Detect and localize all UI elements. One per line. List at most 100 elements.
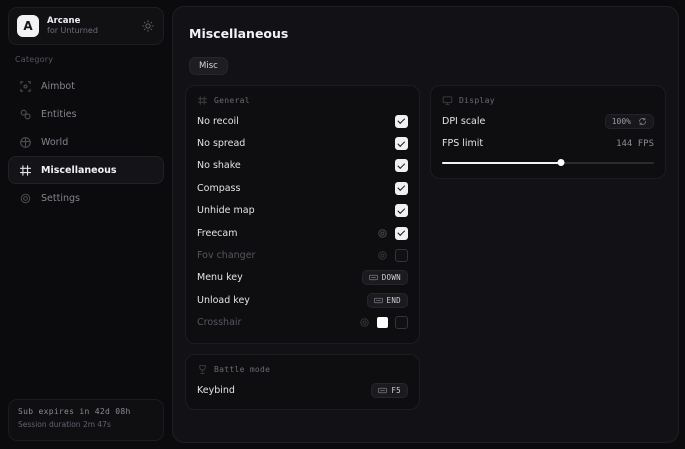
row-controls: [395, 204, 408, 218]
crosshair-icon: [19, 80, 32, 93]
row-no-recoil[interactable]: No recoil: [197, 110, 408, 132]
row-controls: [395, 159, 408, 173]
row-no-spread[interactable]: No spread: [197, 132, 408, 154]
fps-limit-value: 144 FPS: [616, 138, 654, 149]
sidebar-item-settings[interactable]: Settings: [8, 184, 164, 212]
gear-icon[interactable]: [359, 317, 370, 328]
sidebar-item-miscellaneous[interactable]: Miscellaneous: [8, 156, 164, 184]
row-controls: F5: [371, 382, 408, 398]
refresh-icon: [638, 117, 647, 126]
row-battle-keybind[interactable]: Keybind F5: [197, 379, 408, 401]
status-card: Sub expires in 42d 08h Session duration …: [8, 399, 164, 441]
general-rows: No recoil No spread No shake: [186, 106, 419, 334]
tab-row: Misc: [189, 53, 228, 75]
checkbox-fov-changer[interactable]: [395, 249, 408, 263]
row-label: DPI scale: [442, 115, 486, 127]
checkbox-no-shake[interactable]: [395, 159, 408, 173]
subscription-status: Sub expires in 42d 08h: [18, 407, 131, 416]
fps-limit-slider[interactable]: [442, 158, 654, 168]
row-menu-key[interactable]: Menu key DOWN: [197, 267, 408, 289]
row-compass[interactable]: Compass: [197, 177, 408, 199]
panel-display-title: Display: [459, 96, 495, 105]
row-freecam[interactable]: Freecam: [197, 222, 408, 244]
gear-icon[interactable]: [377, 228, 388, 239]
checkbox-unhide-map[interactable]: [395, 204, 408, 218]
session-duration: Session duration 2m 47s: [18, 420, 111, 429]
checkbox-freecam[interactable]: [395, 226, 408, 240]
row-controls: [359, 316, 408, 330]
sidebar-item-world[interactable]: World: [8, 128, 164, 156]
monitor-icon: [442, 95, 453, 106]
row-no-shake[interactable]: No shake: [197, 155, 408, 177]
battle-rows: Keybind F5: [186, 375, 419, 401]
sidebar-item-label: World: [41, 136, 69, 148]
sidebar-item-label: Entities: [41, 108, 77, 120]
sidebar-item-entities[interactable]: Entities: [8, 100, 164, 128]
panel-general: General No recoil No spread No shake: [185, 85, 420, 344]
dpi-scale-value: 100%: [611, 116, 631, 126]
row-dpi-scale[interactable]: DPI scale 100%: [442, 110, 654, 132]
row-label: FPS limit: [442, 138, 484, 150]
tab-misc[interactable]: Misc: [189, 57, 228, 75]
row-unload-key[interactable]: Unload key END: [197, 289, 408, 311]
category-label: Category: [15, 55, 54, 64]
row-label: No shake: [197, 160, 241, 172]
sidebar-item-aimbot[interactable]: Aimbot: [8, 72, 164, 100]
checkbox-no-spread[interactable]: [395, 137, 408, 151]
row-fps-limit[interactable]: FPS limit 144 FPS: [442, 132, 654, 154]
panel-battle-mode: Battle mode Keybind F5: [185, 354, 420, 410]
row-fov-changer[interactable]: Fov changer: [197, 244, 408, 266]
row-label: Freecam: [197, 227, 238, 239]
profile-subtitle: for Unturned: [47, 26, 98, 36]
row-label: Fov changer: [197, 250, 256, 262]
page-title: Miscellaneous: [189, 26, 289, 41]
gear-icon: [19, 192, 32, 205]
row-controls: [395, 137, 408, 151]
sidebar-item-label: Settings: [41, 192, 80, 204]
sidebar: A Arcane for Unturned Category: [0, 0, 172, 449]
row-label: Unhide map: [197, 205, 255, 217]
slider-fill: [442, 161, 561, 165]
checkbox-no-recoil[interactable]: [395, 114, 408, 128]
keybind-value: END: [386, 295, 401, 305]
checkbox-crosshair[interactable]: [395, 316, 408, 330]
color-swatch-crosshair[interactable]: [377, 317, 388, 329]
profile-name: Arcane: [47, 15, 81, 26]
panel-display-header: Display: [431, 86, 665, 106]
gear-icon[interactable]: [141, 19, 155, 33]
keybind-unload-key[interactable]: END: [366, 292, 408, 308]
avatar: A: [17, 15, 39, 37]
row-crosshair[interactable]: Crosshair: [197, 312, 408, 334]
row-controls: [377, 226, 408, 240]
row-unhide-map[interactable]: Unhide map: [197, 200, 408, 222]
profile-card[interactable]: A Arcane for Unturned: [8, 7, 164, 45]
checkbox-compass[interactable]: [395, 181, 408, 195]
keybind-value: DOWN: [381, 273, 401, 283]
display-rows: DPI scale 100%: [431, 106, 665, 155]
panel-battle-title: Battle mode: [214, 365, 271, 374]
row-controls: [395, 114, 408, 128]
sidebar-nav: Aimbot Entities World: [8, 72, 164, 212]
row-label: No recoil: [197, 115, 239, 127]
slider-thumb[interactable]: [557, 158, 565, 166]
dpi-scale-selector[interactable]: 100%: [604, 113, 654, 129]
gear-icon[interactable]: [377, 250, 388, 261]
keybind-battle-mode[interactable]: F5: [371, 382, 408, 398]
globe-icon: [19, 136, 32, 149]
panel-general-title: General: [214, 96, 250, 105]
entities-icon: [19, 108, 32, 121]
row-label: Unload key: [197, 294, 250, 306]
keybind-value: F5: [391, 385, 401, 395]
panel-display: Display DPI scale 100%: [430, 85, 666, 179]
panel-general-header: General: [186, 86, 419, 106]
keybind-menu-key[interactable]: DOWN: [361, 270, 408, 286]
keyboard-icon: [378, 387, 388, 394]
row-label: Keybind: [197, 384, 235, 396]
keyboard-icon: [368, 274, 378, 281]
sidebar-item-label: Aimbot: [41, 80, 75, 92]
sliders-icon: [197, 95, 208, 106]
row-controls: 100%: [604, 113, 654, 129]
row-controls: DOWN: [361, 270, 408, 286]
row-controls: 144 FPS: [616, 139, 654, 149]
